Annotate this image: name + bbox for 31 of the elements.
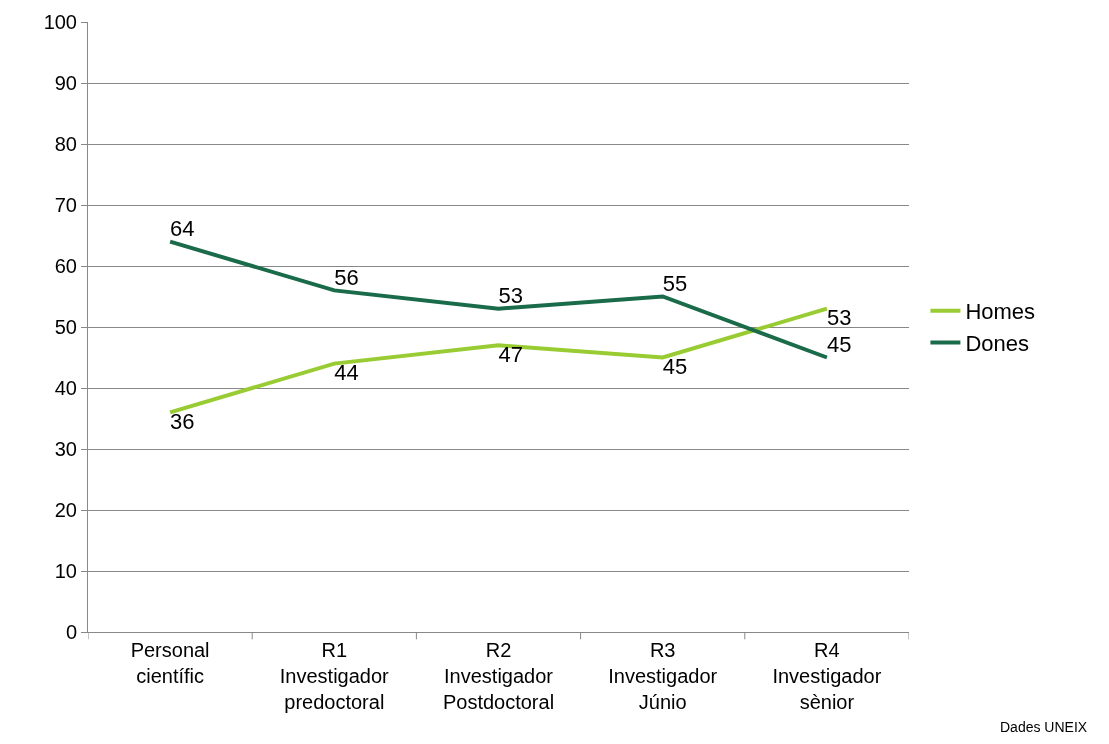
x-tick-label: Personal científic <box>130 639 210 687</box>
x-tick-label: R3 Investigador Júnio <box>608 639 718 713</box>
legend-label: Homes <box>965 299 1036 325</box>
data-label: 55 <box>662 271 688 296</box>
y-tick-label: 70 <box>54 194 77 216</box>
y-tick-label: 10 <box>54 560 77 582</box>
data-label: 53 <box>826 305 852 331</box>
line-series <box>168 306 829 415</box>
data-label: 56 <box>334 264 359 290</box>
y-tick-label: 30 <box>54 438 77 460</box>
data-label: 45 <box>662 354 688 379</box>
y-tick-label: 40 <box>54 377 77 399</box>
data-label: 36 <box>170 408 195 434</box>
data-label: 45 <box>826 332 852 357</box>
x-tick-label: R4 Investigador sènior <box>772 639 882 713</box>
y-tick-label: 50 <box>54 316 77 338</box>
y-tick-label: 80 <box>54 133 77 155</box>
data-label: 44 <box>334 360 359 386</box>
data-label: 53 <box>498 283 523 309</box>
text: Dades UNEIX <box>1000 719 1088 735</box>
data-label: 64 <box>170 216 195 242</box>
x-tick-label: R1 Investigador predoctoral <box>279 639 390 713</box>
y-tick-label: 0 <box>65 621 77 643</box>
y-tick-label: 90 <box>54 72 77 94</box>
legend-label: Dones <box>965 330 1030 356</box>
y-tick-label: 100 <box>43 11 77 33</box>
y-tick-label: 60 <box>54 255 77 277</box>
line-series <box>168 239 829 360</box>
data-label: 47 <box>498 341 523 367</box>
x-tick-label: R2 Investigador Postdoctoral <box>442 639 555 713</box>
y-tick-label: 20 <box>54 499 77 521</box>
